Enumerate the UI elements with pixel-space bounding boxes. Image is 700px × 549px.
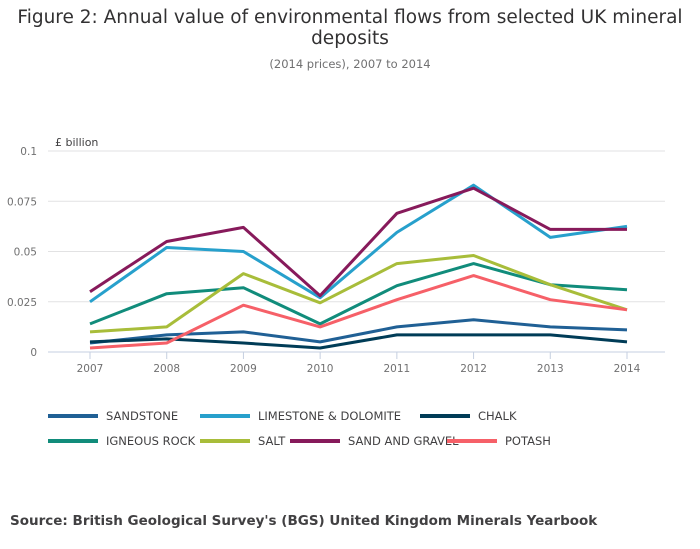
legend-label: SALT <box>258 434 286 448</box>
legend-label: LIMESTONE & DOLOMITE <box>258 409 402 423</box>
legend-item: SANDSTONE <box>48 409 178 423</box>
y-tick-label: 0.1 <box>20 146 37 158</box>
series-line-limestone-dolomite <box>89 183 628 304</box>
series-line-sandstone <box>89 318 628 345</box>
legend-swatch <box>200 414 250 418</box>
x-tick-label: 2014 <box>614 363 641 375</box>
legend-label: SAND AND GRAVEL <box>348 434 459 448</box>
legend-item: SAND AND GRAVEL <box>290 434 459 448</box>
legend-item: IGNEOUS ROCK <box>48 434 195 448</box>
x-tick-label: 2009 <box>230 363 257 375</box>
legend-swatch <box>447 439 497 443</box>
legend-label: CHALK <box>478 409 517 423</box>
series-line-chalk <box>89 333 628 350</box>
legend-swatch <box>420 414 470 418</box>
legend-swatch <box>48 414 98 418</box>
legend-item: CHALK <box>420 409 517 423</box>
x-tick-label: 2007 <box>77 363 104 375</box>
series-line-sand-and-gravel <box>89 186 627 298</box>
y-tick-label: 0.05 <box>14 247 37 259</box>
source-note: Source: British Geological Survey's (BGS… <box>10 513 598 529</box>
legend-item: LIMESTONE & DOLOMITE <box>200 409 401 423</box>
legend-swatch <box>48 439 98 443</box>
legend-swatch <box>290 439 340 443</box>
y-tick-label: 0.025 <box>7 297 37 309</box>
y-tick-label: 0.075 <box>7 196 37 208</box>
legend-label: IGNEOUS ROCK <box>106 434 196 448</box>
x-tick-label: 2008 <box>153 363 180 375</box>
legend-item: POTASH <box>447 434 551 448</box>
x-tick-label: 2013 <box>537 363 564 375</box>
x-tick-label: 2012 <box>460 363 487 375</box>
legend-item: SALT <box>200 434 285 448</box>
legend-swatch <box>200 439 250 443</box>
y-axis-label: £ billion <box>55 136 99 149</box>
series-line-salt <box>89 254 628 334</box>
y-tick-label: 0 <box>30 347 37 359</box>
chart-subtitle: (2014 prices), 2007 to 2014 <box>269 57 431 71</box>
x-tick-label: 2011 <box>383 363 410 375</box>
series-line-potash <box>89 274 628 350</box>
legend-label: POTASH <box>505 434 551 448</box>
legend-label: SANDSTONE <box>106 409 179 423</box>
x-tick-label: 2010 <box>307 363 334 375</box>
chart-title: Figure 2: Annual value of environmental … <box>17 7 683 49</box>
